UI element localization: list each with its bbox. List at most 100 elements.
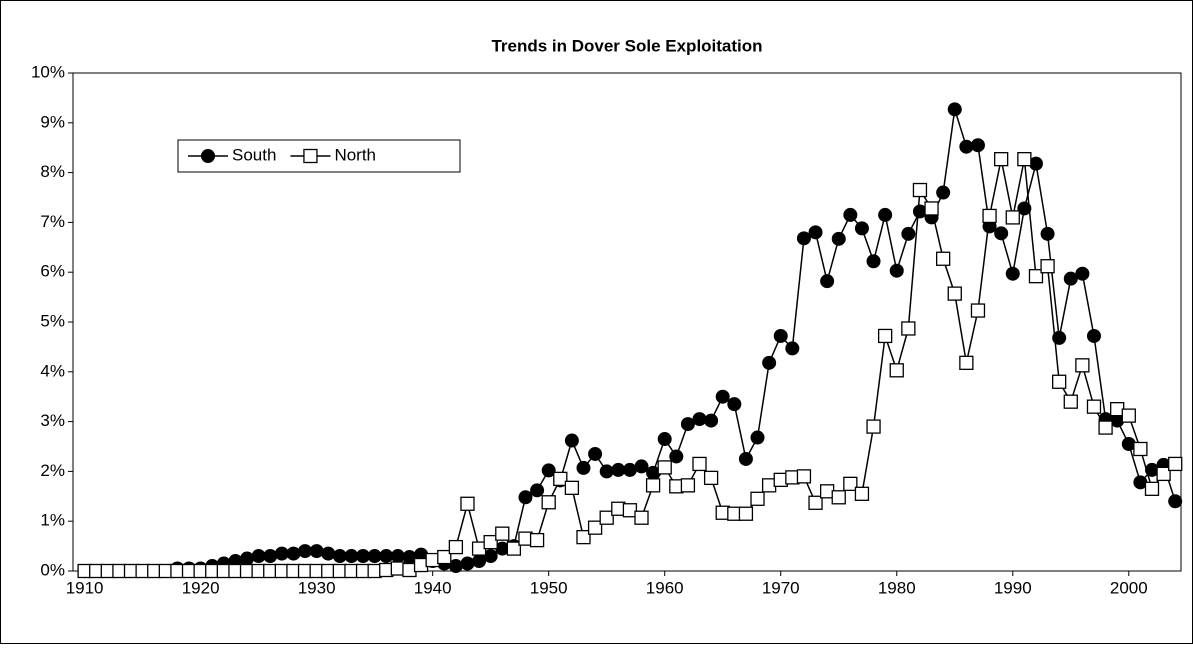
data-point xyxy=(1063,394,1078,409)
y-tick-label: 3% xyxy=(40,411,65,430)
data-point xyxy=(367,549,382,564)
data-point xyxy=(994,226,1009,241)
data-point xyxy=(738,506,754,521)
data-point xyxy=(529,532,545,548)
data-point xyxy=(820,274,835,289)
y-tick-label: 7% xyxy=(40,212,65,231)
data-point xyxy=(680,478,696,493)
data-point xyxy=(773,328,788,343)
data-point xyxy=(448,539,464,555)
x-tick-label: 1940 xyxy=(414,578,452,597)
data-point xyxy=(495,526,510,541)
data-point xyxy=(356,549,371,564)
data-point xyxy=(599,464,614,479)
data-point xyxy=(970,303,986,318)
data-point xyxy=(298,544,313,559)
data-point xyxy=(634,510,649,525)
data-point xyxy=(889,263,904,278)
x-tick-label: 1930 xyxy=(298,578,336,597)
data-point xyxy=(877,328,893,344)
x-tick-label: 1910 xyxy=(66,578,104,597)
data-point xyxy=(762,355,777,370)
data-point xyxy=(1168,456,1183,472)
y-tick-label: 4% xyxy=(40,361,65,380)
y-tick-label: 5% xyxy=(40,311,65,330)
data-point xyxy=(251,549,266,564)
data-point xyxy=(472,554,487,569)
data-point xyxy=(553,471,568,487)
data-point xyxy=(704,413,719,428)
data-point xyxy=(1063,271,1078,286)
y-tick-label: 0% xyxy=(40,560,65,579)
y-tick-label: 8% xyxy=(40,162,65,181)
data-point xyxy=(843,207,858,222)
data-point xyxy=(703,470,719,486)
data-point xyxy=(680,417,695,432)
data-point xyxy=(831,490,846,505)
data-point xyxy=(274,546,289,561)
data-point xyxy=(1133,441,1148,457)
data-point xyxy=(866,254,881,269)
y-tick-label: 9% xyxy=(40,112,65,131)
data-point xyxy=(530,483,545,498)
data-point xyxy=(994,152,1009,167)
data-point xyxy=(622,503,638,518)
data-point xyxy=(843,476,858,492)
data-point xyxy=(924,201,939,216)
data-point xyxy=(1028,269,1044,284)
data-point xyxy=(437,549,452,565)
data-point xyxy=(518,490,533,505)
data-point xyxy=(483,534,498,550)
data-point xyxy=(901,226,916,241)
data-point xyxy=(379,549,394,564)
data-point xyxy=(1005,266,1020,281)
legend-marker xyxy=(303,148,318,164)
data-point xyxy=(286,546,301,561)
data-point xyxy=(1098,420,1113,435)
data-point xyxy=(263,549,278,564)
data-point xyxy=(1075,358,1090,373)
data-point xyxy=(947,286,962,301)
data-point xyxy=(854,221,869,236)
data-point xyxy=(1017,201,1032,216)
data-point xyxy=(889,363,904,378)
data-point xyxy=(541,495,556,510)
data-point xyxy=(727,397,742,412)
data-point xyxy=(1052,374,1067,389)
data-point xyxy=(854,486,870,501)
data-point xyxy=(576,529,591,545)
data-point xyxy=(692,456,707,472)
data-point xyxy=(936,251,951,266)
y-tick-label: 2% xyxy=(40,461,65,480)
data-point xyxy=(611,462,626,477)
data-point xyxy=(970,138,985,153)
data-point xyxy=(982,208,997,224)
data-point xyxy=(750,430,765,445)
data-point xyxy=(1156,466,1171,482)
data-point xyxy=(460,556,475,571)
data-point xyxy=(506,541,522,556)
data-point xyxy=(634,459,649,474)
data-point xyxy=(901,321,916,336)
x-tick-label: 1920 xyxy=(182,578,220,597)
data-point xyxy=(1052,330,1067,345)
data-point xyxy=(808,225,823,240)
data-point xyxy=(912,182,928,198)
data-point xyxy=(541,463,556,478)
data-point xyxy=(1040,226,1055,241)
data-point xyxy=(657,432,672,447)
data-point xyxy=(796,231,811,246)
data-point xyxy=(332,549,347,564)
data-point xyxy=(390,549,405,564)
data-point xyxy=(564,433,579,448)
data-point xyxy=(866,419,881,434)
data-point xyxy=(738,451,753,466)
data-point xyxy=(692,412,707,427)
legend-label: South xyxy=(232,145,276,164)
y-tick-label: 1% xyxy=(40,511,65,530)
data-point xyxy=(878,207,893,222)
data-point xyxy=(959,139,974,154)
x-tick-label: 1990 xyxy=(994,578,1032,597)
data-point xyxy=(936,185,951,200)
